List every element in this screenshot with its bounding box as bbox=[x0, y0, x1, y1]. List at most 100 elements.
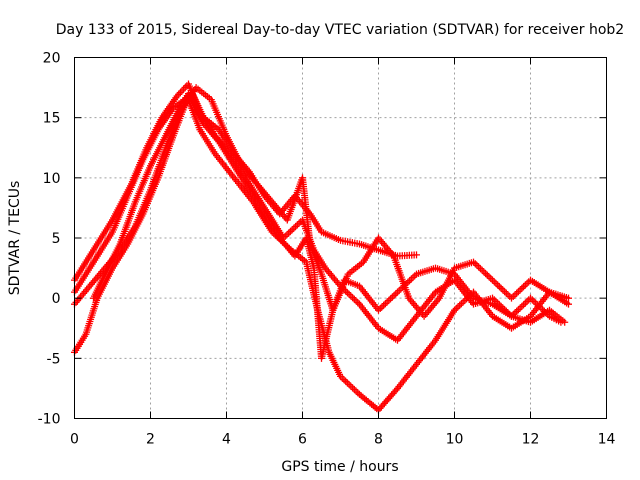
data-point-fill bbox=[487, 274, 495, 282]
y-tick-label: -5 bbox=[47, 351, 61, 367]
data-point-fill bbox=[293, 221, 301, 229]
y-tick-label: 10 bbox=[43, 171, 61, 187]
data-point-fill bbox=[290, 224, 298, 232]
data-point-fill bbox=[340, 376, 348, 384]
x-tick-label: 6 bbox=[298, 432, 307, 448]
data-point bbox=[413, 251, 420, 259]
data-point-fill bbox=[349, 384, 357, 392]
data-point-fill bbox=[485, 273, 493, 281]
data-point-fill bbox=[347, 382, 355, 390]
data-point-fill bbox=[523, 297, 531, 305]
data-point-fill bbox=[497, 284, 505, 292]
data-point-fill bbox=[476, 265, 484, 273]
data-point-fill bbox=[378, 303, 386, 311]
x-tick-label: 8 bbox=[374, 432, 383, 448]
data-point-fill bbox=[516, 286, 524, 294]
y-tick-label: 15 bbox=[43, 111, 61, 127]
data-point bbox=[508, 294, 515, 302]
data-point-fill bbox=[514, 288, 522, 296]
data-point-fill bbox=[354, 299, 362, 307]
data-point bbox=[565, 294, 572, 302]
data-point-fill bbox=[518, 284, 526, 292]
data-point-fill bbox=[521, 281, 529, 289]
data-point-fill bbox=[471, 260, 479, 268]
data-point-fill bbox=[475, 263, 483, 271]
data-point-fill bbox=[407, 275, 415, 283]
data-point-fill bbox=[504, 291, 512, 299]
data-point-fill bbox=[530, 297, 538, 305]
data-point-fill bbox=[457, 300, 465, 308]
x-tick-label: 0 bbox=[70, 432, 79, 448]
data-point-fill bbox=[387, 295, 395, 303]
data-point-fill bbox=[490, 278, 498, 286]
data-point-fill bbox=[381, 300, 389, 308]
data-point-fill bbox=[511, 291, 519, 299]
data-point-fill bbox=[392, 386, 400, 394]
y-tick-label: 5 bbox=[52, 231, 61, 247]
x-tick-label: 10 bbox=[446, 432, 464, 448]
data-point-fill bbox=[513, 289, 521, 297]
data-point-fill bbox=[288, 226, 296, 234]
data-point-fill bbox=[516, 304, 524, 312]
data-point-fill bbox=[499, 286, 507, 294]
data-point-fill bbox=[345, 290, 353, 298]
data-point-fill bbox=[518, 302, 526, 310]
data-point-fill bbox=[459, 298, 467, 306]
x-tick-label: 2 bbox=[146, 432, 155, 448]
y-tick-label: -10 bbox=[38, 412, 61, 428]
data-point-fill bbox=[480, 268, 488, 276]
data-point-fill bbox=[178, 87, 186, 95]
data-point bbox=[565, 300, 572, 308]
data-point-fill bbox=[285, 229, 293, 237]
data-point-fill bbox=[352, 297, 360, 305]
data-point-fill bbox=[392, 290, 400, 298]
data-point-fill bbox=[509, 293, 517, 301]
data-points bbox=[71, 80, 572, 414]
data-point-fill bbox=[456, 301, 464, 309]
data-point-fill bbox=[342, 377, 350, 385]
data-point-fill bbox=[482, 270, 490, 278]
chart-title: Day 133 of 2015, Sidereal Day-to-day VTE… bbox=[56, 22, 624, 38]
data-point bbox=[527, 294, 534, 302]
data-point-fill bbox=[483, 271, 491, 279]
data-point-fill bbox=[343, 379, 351, 387]
y-tick-label: 0 bbox=[52, 291, 61, 307]
data-point-fill bbox=[502, 289, 510, 297]
data-point-fill bbox=[286, 227, 294, 235]
data-point-fill bbox=[176, 89, 184, 97]
data-point-fill bbox=[347, 292, 355, 300]
data-point-fill bbox=[528, 296, 536, 304]
data-point-fill bbox=[492, 279, 500, 287]
data-point-fill bbox=[388, 293, 396, 301]
data-point-fill bbox=[495, 283, 503, 291]
data-point-fill bbox=[383, 298, 391, 306]
x-tick-label: 12 bbox=[522, 432, 540, 448]
data-point-fill bbox=[350, 295, 358, 303]
data-point-fill bbox=[521, 299, 529, 307]
data-point-fill bbox=[380, 301, 388, 309]
data-point-fill bbox=[352, 387, 360, 395]
data-point bbox=[394, 288, 401, 296]
series-track-5 bbox=[90, 90, 565, 362]
data-point-fill bbox=[409, 273, 417, 281]
data-point-fill bbox=[350, 386, 358, 394]
data-point-fill bbox=[283, 231, 291, 239]
data-point-fill bbox=[349, 294, 357, 302]
data-point-fill bbox=[494, 281, 502, 289]
data-point bbox=[489, 276, 496, 284]
data-point-fill bbox=[292, 223, 300, 231]
data-point-fill bbox=[520, 283, 528, 291]
data-point bbox=[557, 318, 565, 326]
y-axis-label: SDTVAR / TECUs bbox=[7, 181, 23, 296]
x-axis-label: GPS time / hours bbox=[281, 459, 398, 475]
x-tick-label: 4 bbox=[222, 432, 231, 448]
data-point-fill bbox=[478, 266, 486, 274]
data-point-fill bbox=[343, 289, 351, 297]
data-point-fill bbox=[454, 303, 462, 311]
data-point-fill bbox=[520, 301, 528, 309]
axis-ticks: 0 2 4 6 8 10 12 14 -10 -5 0 5 10 15 20 bbox=[38, 51, 616, 448]
y-tick-label: 20 bbox=[43, 51, 61, 67]
data-point-fill bbox=[406, 277, 414, 285]
